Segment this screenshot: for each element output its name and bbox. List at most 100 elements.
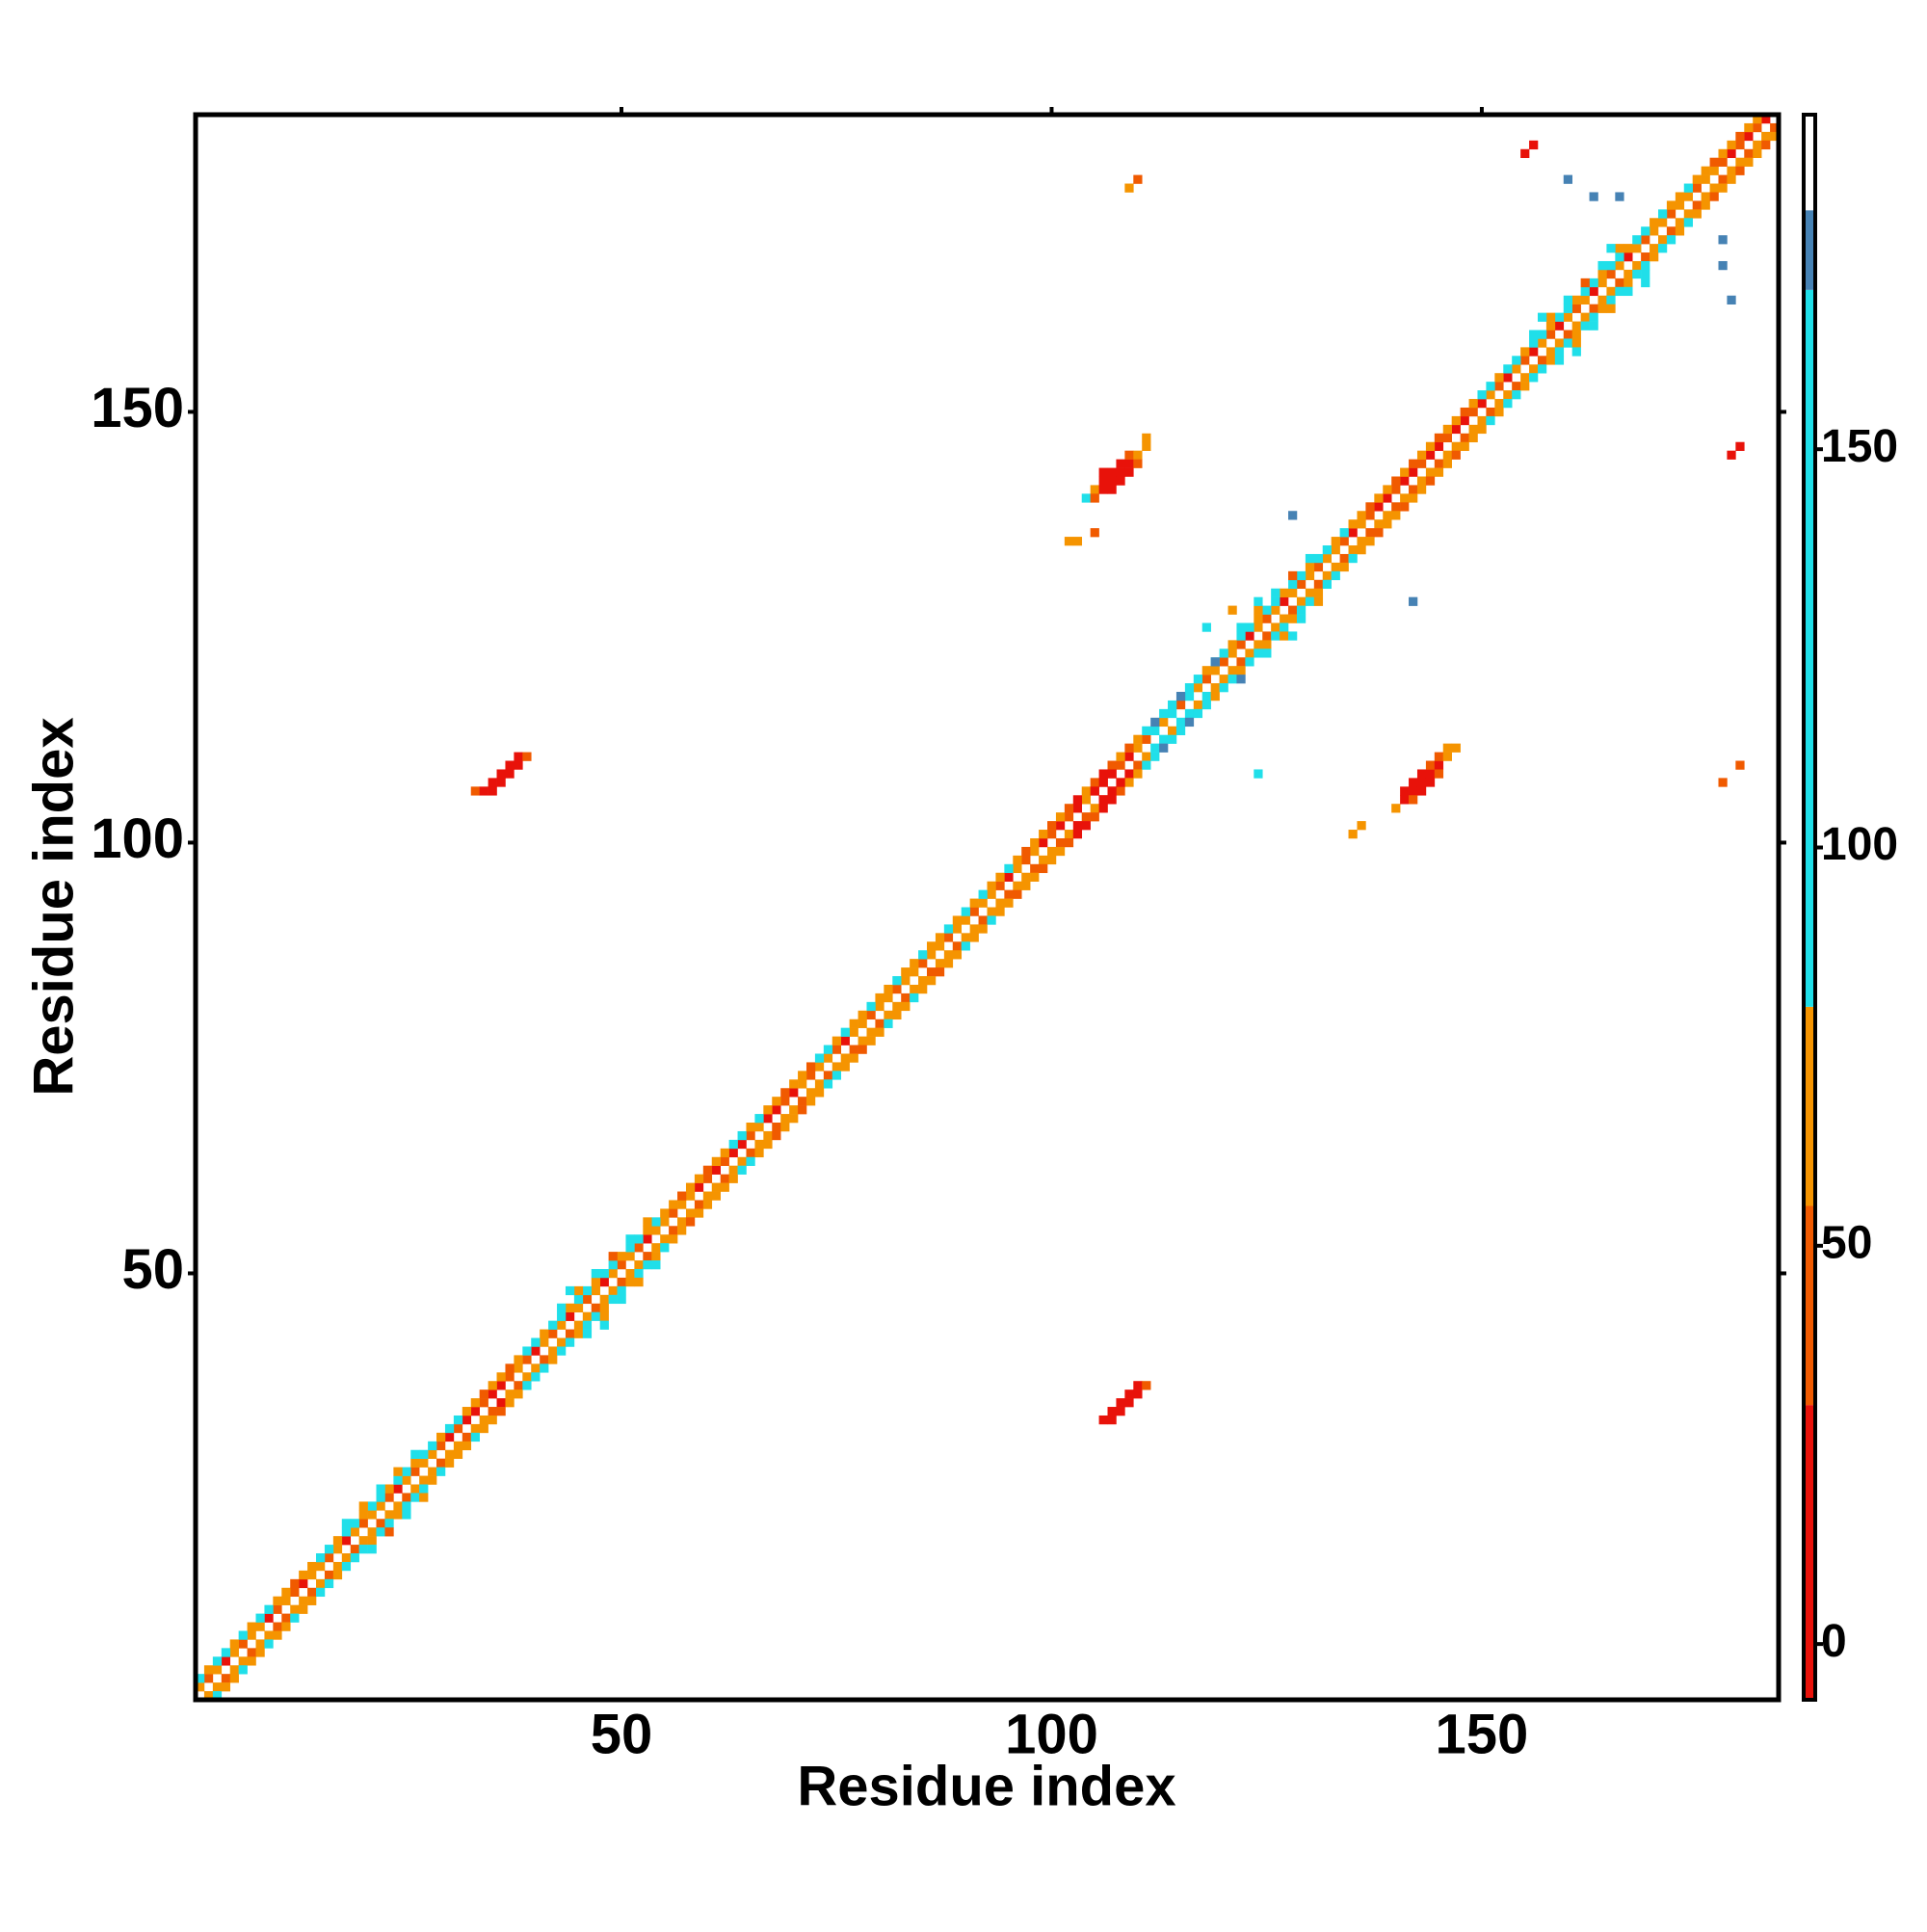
cell [1236, 631, 1246, 641]
cell [488, 786, 497, 796]
cell [573, 1303, 584, 1312]
cell [307, 1561, 317, 1572]
cell [1529, 347, 1539, 357]
cell [608, 1260, 618, 1270]
cell [1675, 226, 1685, 236]
cell [1477, 399, 1487, 409]
cell [1537, 312, 1547, 322]
cell [1442, 450, 1452, 460]
cell [1666, 200, 1676, 210]
cell [444, 1458, 455, 1468]
cell [754, 1148, 764, 1158]
cell [754, 1123, 764, 1132]
cell [1098, 1415, 1108, 1425]
cell [961, 915, 970, 925]
cell [1133, 743, 1143, 753]
cell [866, 1010, 876, 1020]
cell [935, 959, 945, 968]
cell [1348, 830, 1358, 839]
cell [350, 1519, 359, 1528]
cell [1030, 846, 1040, 857]
cell [1150, 717, 1160, 728]
cell [1133, 450, 1143, 460]
colorbar-segment [1804, 115, 1815, 211]
cell [685, 1182, 696, 1192]
cell [901, 1001, 911, 1012]
x-tick-label: 100 [1005, 1703, 1098, 1765]
cell [1503, 373, 1513, 383]
cell [1580, 295, 1590, 304]
cell [1563, 330, 1572, 339]
cell [479, 786, 488, 796]
cell [1357, 519, 1366, 529]
cell [1090, 812, 1099, 822]
cell [1296, 579, 1307, 590]
cell [952, 915, 963, 925]
cell [1374, 528, 1384, 538]
cell [1262, 640, 1272, 649]
cell [1761, 140, 1771, 150]
cell [660, 1243, 670, 1253]
cell [969, 907, 979, 916]
cell [1262, 605, 1272, 615]
cell [1133, 174, 1143, 184]
cell [419, 1475, 429, 1485]
cell [1718, 778, 1728, 787]
cell [410, 1449, 420, 1459]
cell [582, 1311, 593, 1321]
cell [823, 1079, 833, 1089]
cell [711, 1182, 721, 1192]
cell [643, 1260, 652, 1270]
cell [307, 1587, 317, 1598]
cell [987, 881, 996, 890]
cell [367, 1510, 377, 1520]
cell [488, 1407, 497, 1416]
cell [926, 950, 937, 960]
cell [599, 1311, 609, 1321]
cell [565, 1285, 575, 1296]
cell [1632, 260, 1642, 271]
cell [875, 992, 884, 1003]
cell [1580, 286, 1590, 297]
cell [805, 1097, 816, 1106]
cell [1331, 562, 1340, 572]
cell [1666, 235, 1676, 245]
cell [952, 950, 963, 960]
cell [1727, 174, 1736, 184]
cell [376, 1493, 385, 1502]
cell [1175, 700, 1186, 710]
cell [634, 1268, 644, 1279]
cell [1503, 399, 1513, 409]
cell [608, 1268, 618, 1279]
cell [814, 1053, 825, 1063]
cell [1339, 528, 1349, 538]
cell [1400, 795, 1410, 805]
cell [918, 976, 928, 986]
cell [978, 915, 988, 925]
cell [892, 984, 902, 994]
cell [1597, 269, 1607, 279]
cell [565, 1337, 575, 1347]
cell [1271, 588, 1280, 597]
cell [1305, 588, 1315, 597]
cell [1021, 872, 1031, 882]
cell [1692, 174, 1702, 184]
cell [1184, 683, 1195, 693]
cell [814, 1088, 825, 1098]
cell [1107, 1407, 1117, 1416]
cell [428, 1449, 437, 1459]
cell [832, 1071, 842, 1080]
cell [1580, 321, 1590, 331]
cell [1039, 863, 1048, 874]
cell [918, 959, 928, 968]
cell [1606, 260, 1616, 271]
cell [496, 1398, 506, 1408]
cell [1434, 459, 1444, 468]
cell [1537, 338, 1547, 348]
cell [384, 1484, 394, 1494]
cell [643, 1217, 652, 1227]
cell [832, 1045, 842, 1054]
cell [470, 1398, 480, 1408]
cell [1047, 846, 1057, 857]
cell [1072, 821, 1083, 831]
